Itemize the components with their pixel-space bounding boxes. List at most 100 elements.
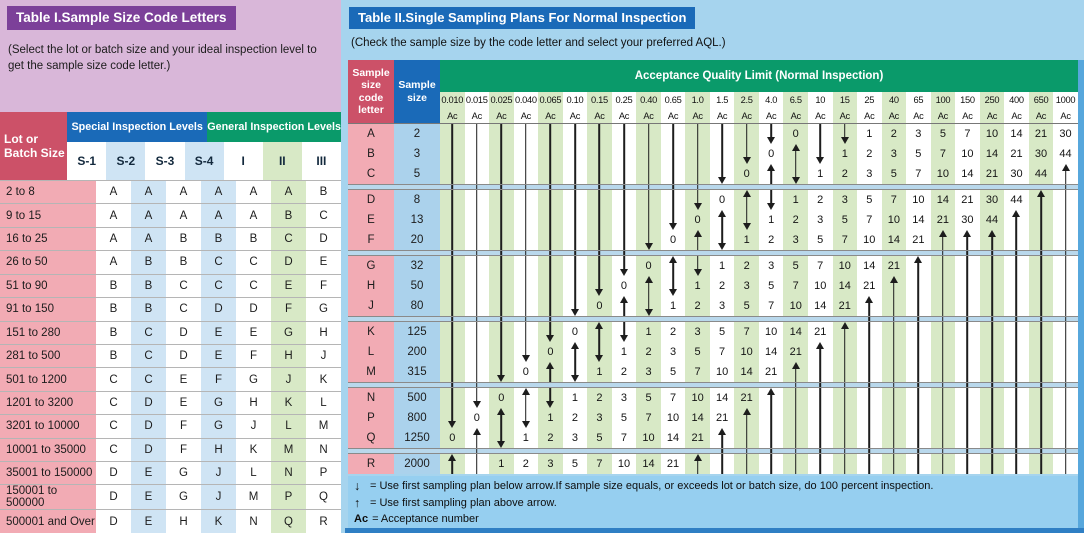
arrow-shaft-line — [476, 210, 478, 230]
gap-cell — [538, 185, 563, 189]
arrow-shaft-line — [696, 458, 699, 474]
lot-range-cell: 500001 and Over — [0, 510, 96, 533]
gap-cell — [465, 251, 490, 255]
table1-subtitle: (Select the lot or batch size and your i… — [8, 44, 317, 73]
aql-value-header: 0.040 — [513, 91, 539, 109]
arrow-shaft — [1053, 210, 1078, 230]
arrow-shaft — [857, 408, 882, 428]
down-arrow — [758, 124, 784, 144]
up-arrow-head — [1061, 164, 1070, 171]
arrow-shaft-line — [917, 322, 920, 342]
right-edge-strip — [1078, 60, 1084, 533]
gap-cell — [980, 449, 1005, 453]
arrow-shaft — [538, 144, 563, 164]
code-letter-cell: C — [131, 368, 166, 391]
ac-number-cell: 1 — [538, 408, 563, 428]
lot-size-row: 91 to 150 B B C D D F G — [0, 297, 341, 321]
down-arrow-head — [693, 269, 702, 276]
up-arrow-head — [619, 296, 628, 303]
code-letter-cell: C — [236, 274, 271, 298]
arrow-shaft — [1028, 428, 1054, 448]
gap-cell — [857, 251, 882, 255]
code-letter-cell: B — [96, 274, 131, 298]
arrow-shaft-line — [991, 317, 993, 321]
arrow-shaft-line — [451, 342, 454, 362]
arrow-shaft-line — [672, 190, 674, 210]
arrow-shaft — [881, 388, 907, 408]
code-letter-cell: C — [201, 274, 236, 298]
ac-number-cell: 7 — [660, 388, 686, 408]
arrow-shaft-line — [1015, 230, 1018, 250]
arrow-shaft-line — [1015, 214, 1018, 230]
down-arrow — [611, 322, 637, 342]
arrow-shaft-line — [500, 190, 503, 210]
gap-cell — [612, 449, 637, 453]
ac-number-cell: 5 — [660, 362, 686, 382]
ac-number-cell: 1 — [513, 428, 539, 448]
ac-number-cell: 3 — [562, 428, 588, 448]
ac-number-cell: 10 — [807, 276, 833, 296]
aql-value-header: 0.10 — [562, 91, 588, 109]
code-letter-cell: F — [271, 298, 306, 321]
ac-number-cell: 10 — [881, 210, 907, 230]
arrow-shaft-line — [745, 412, 748, 428]
down-arrow-head — [595, 355, 604, 362]
arrow-shaft-line — [819, 454, 822, 474]
ac-number-cell: 14 — [906, 210, 931, 230]
arrow-shaft-line — [1015, 296, 1018, 316]
arrow-shaft-line — [1015, 322, 1018, 342]
code-letter-cell: C — [96, 415, 131, 438]
arrow-shaft-line — [647, 210, 650, 230]
arrow-shaft — [464, 144, 490, 164]
ac-number-cell: 44 — [979, 210, 1005, 230]
arrow-shaft-line — [476, 342, 478, 362]
code-letter-cell: C — [96, 438, 131, 462]
arrow-shaft-line — [500, 342, 503, 362]
code-letter-cell: P — [348, 408, 394, 428]
gap-cell — [882, 383, 907, 387]
sample-size-cell: 80 — [394, 296, 440, 316]
gap-cell — [759, 449, 784, 453]
ac-number-cell: 3 — [538, 454, 563, 474]
ac-number-cell: 7 — [783, 276, 808, 296]
arrow-shaft — [979, 256, 1005, 276]
up-arrow-head — [644, 276, 653, 283]
code-letter-cell: P — [271, 485, 306, 510]
arrow-shaft — [1028, 210, 1054, 230]
arrow-shaft — [562, 230, 588, 250]
arrow-shaft-line — [794, 428, 797, 448]
arrow-shaft-line — [598, 144, 601, 164]
code-letter-cell: L — [306, 391, 341, 415]
down-arrow — [489, 362, 514, 382]
up-arrow-head — [816, 342, 825, 349]
footnote-text: = Acceptance number — [372, 513, 479, 525]
down-arrow-head — [742, 223, 751, 230]
arrow-shaft-line — [1040, 256, 1042, 276]
code-letter-cell: B — [236, 227, 271, 251]
arrow-shaft-line — [770, 449, 772, 453]
arrow-shaft — [857, 322, 882, 342]
code-letter-cell: F — [201, 368, 236, 391]
arrow-shaft — [611, 190, 637, 210]
gap-cell — [636, 449, 661, 453]
ac-label-cell: Ac — [881, 108, 907, 123]
arrow-shaft-line — [1015, 454, 1018, 474]
code-letter-cell: G — [271, 321, 306, 344]
arrow-shaft-line — [476, 383, 478, 387]
ac-number-cell: 0 — [587, 296, 612, 316]
code-letter-cell: G — [166, 462, 201, 485]
arrow-shaft-line — [942, 251, 944, 255]
ac-number-cell: 21 — [857, 276, 882, 296]
gap-cell — [931, 317, 956, 321]
up-arrow-head — [718, 428, 727, 435]
ac-number-cell: 5 — [709, 322, 735, 342]
gap-cell — [636, 317, 661, 321]
arrow-shaft — [807, 454, 833, 474]
ac-number-cell: 7 — [807, 256, 833, 276]
down-arrow — [562, 362, 588, 382]
arrow-shaft-line — [942, 322, 944, 342]
aql-value-header: 10 — [807, 91, 833, 109]
arrow-shaft — [538, 256, 563, 276]
arrow-shaft — [881, 342, 907, 362]
